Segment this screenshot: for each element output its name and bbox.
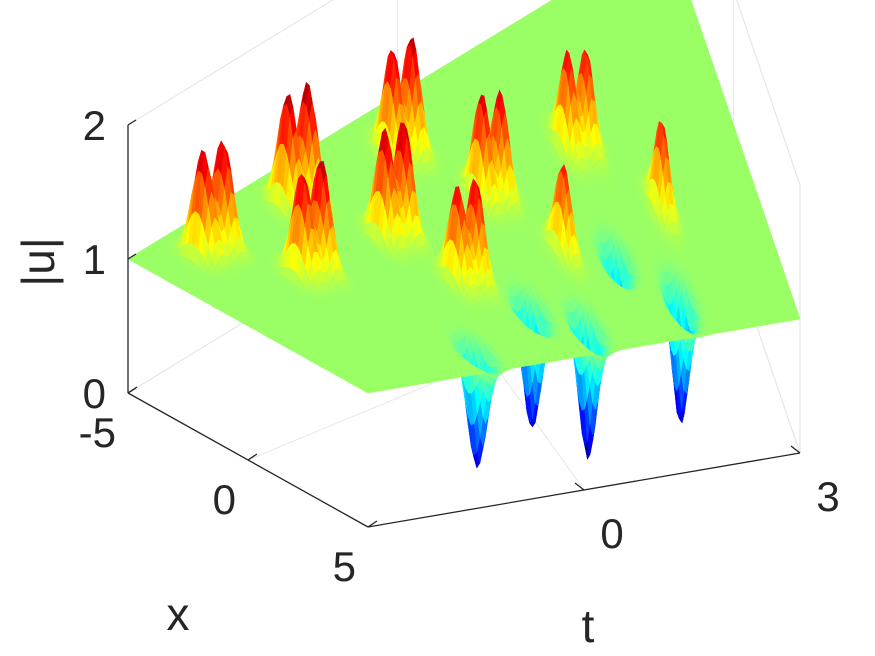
wall-edge: [127, 0, 334, 126]
surface: [127, 0, 801, 469]
wall-edge: [736, 0, 801, 186]
